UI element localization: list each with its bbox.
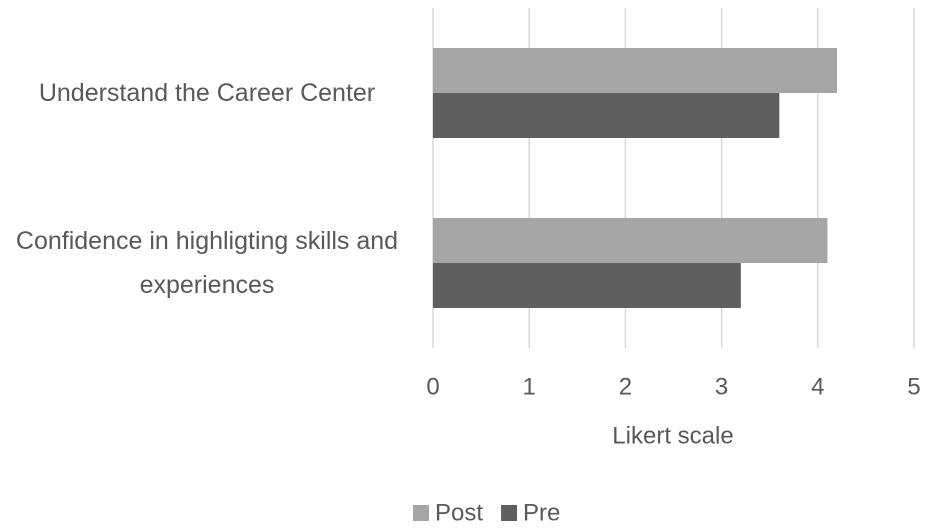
- bar: [433, 263, 741, 308]
- x-tick-label: 3: [715, 373, 728, 400]
- legend-swatch: [413, 505, 429, 521]
- y-tick-label: Understand the Career Center: [38, 79, 376, 107]
- x-tick-label: 5: [907, 373, 920, 400]
- bar: [433, 218, 828, 263]
- x-tick-label: 2: [619, 373, 632, 400]
- bar: [433, 93, 780, 138]
- x-tick-label: 4: [811, 373, 824, 400]
- legend-label: Post: [435, 499, 483, 526]
- legend-label: Pre: [523, 499, 560, 526]
- x-axis-title: Likert scale: [612, 422, 733, 449]
- x-tick-label: 0: [426, 373, 439, 400]
- x-tick-label: 1: [523, 373, 536, 400]
- legend-swatch: [501, 505, 518, 521]
- bar: [433, 48, 838, 93]
- y-tick-label: Confidence in highligting skills and exp…: [15, 227, 399, 299]
